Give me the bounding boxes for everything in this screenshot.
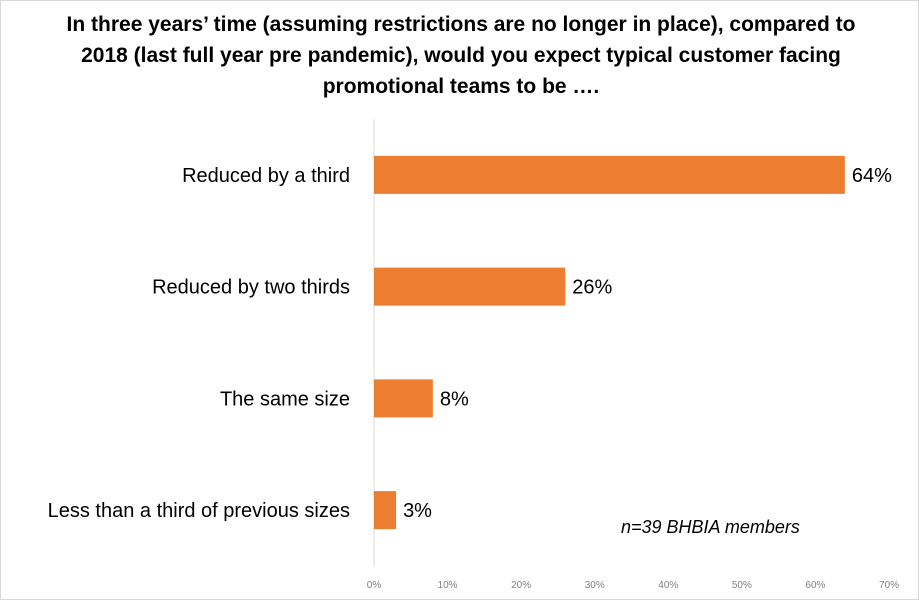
bar-1	[374, 155, 845, 194]
data-label-3: 8%	[440, 388, 469, 410]
bar-2	[374, 267, 566, 306]
x-tick-label-40: 40%	[658, 580, 678, 591]
x-tick-label-60: 60%	[805, 580, 825, 591]
x-tick-label-70: 70%	[879, 580, 899, 591]
bar-3	[374, 379, 433, 418]
data-label-2: 26%	[572, 277, 612, 299]
x-tick-label-30: 30%	[585, 580, 605, 591]
data-label-4: 3%	[403, 500, 432, 522]
bar-4	[374, 491, 397, 530]
category-label-2: Reduced by two thirds	[152, 277, 350, 299]
category-label-3: The same size	[220, 388, 350, 410]
data-label-1: 64%	[852, 165, 892, 187]
x-tick-label-10: 10%	[438, 580, 458, 591]
x-tick-label-0: 0%	[367, 580, 382, 591]
category-label-4: Less than a third of previous sizes	[48, 500, 350, 522]
category-label-1: Reduced by a third	[182, 165, 350, 187]
x-tick-label-50: 50%	[732, 580, 752, 591]
sample-size-note: n=39 BHBIA members	[621, 517, 800, 537]
x-tick-label-20: 20%	[511, 580, 531, 591]
chart-title: In three years’ time (assuming restricti…	[66, 13, 856, 98]
